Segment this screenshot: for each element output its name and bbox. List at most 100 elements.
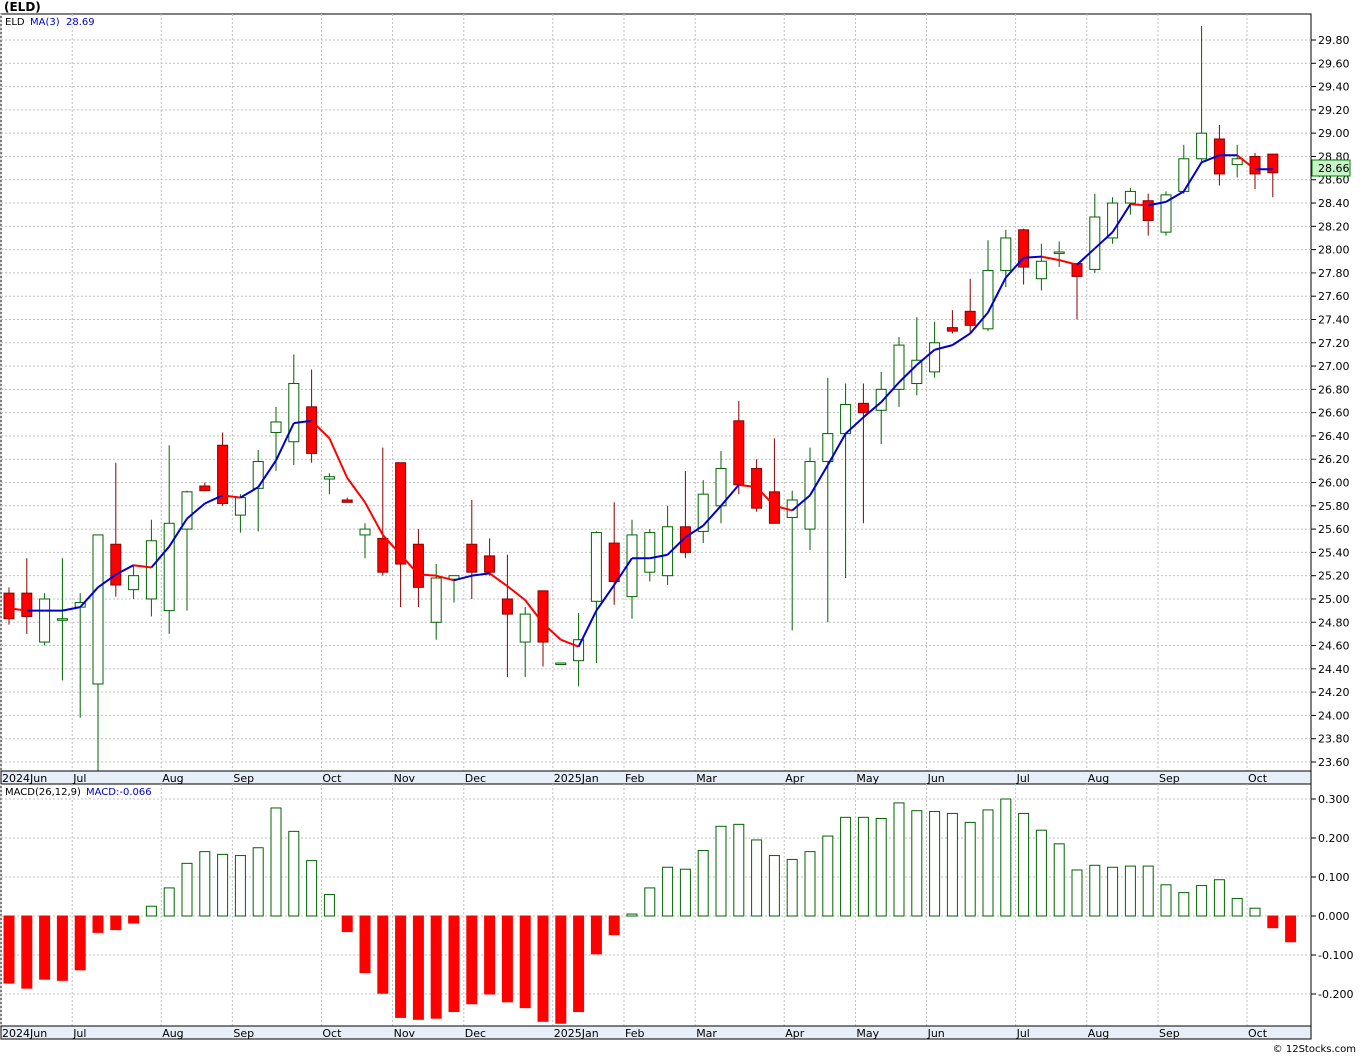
ma-segment (844, 416, 865, 435)
macd-x-axis-label: Aug (1088, 1027, 1109, 1040)
macd-legend: MACD(26,12,9) MACD:-0.066 (5, 787, 152, 798)
price-x-axis-label: May (856, 772, 879, 785)
ma-segment (328, 437, 349, 479)
price-x-axis-label: Aug (162, 772, 183, 785)
candle-body (1018, 229, 1030, 268)
ma-segment (133, 564, 152, 569)
macd-bar (395, 915, 407, 1018)
ma-segment (506, 585, 526, 601)
last-price-label: 28.66 (1318, 162, 1350, 175)
macd-bar (1107, 866, 1119, 917)
macd-bar (590, 915, 602, 955)
macd-y-tick-label: 0.200 (1318, 832, 1350, 845)
price-x-axis-label: 2025Jan (554, 772, 599, 785)
macd-y-tick-label: 0.100 (1318, 871, 1350, 884)
macd-bar (1053, 843, 1065, 917)
macd-x-axis-label: Jul (72, 1027, 86, 1040)
ma-segment (702, 505, 722, 527)
macd-bar (92, 915, 104, 933)
price-y-tick-label: 24.80 (1318, 616, 1350, 629)
macd-bar (1124, 865, 1136, 917)
macd-bar (644, 887, 656, 917)
price-x-axis-strip (0, 770, 1312, 785)
candle-body (822, 433, 834, 463)
price-x-axis-label: Feb (625, 772, 644, 785)
macd-x-axis-label: 2025Jan (554, 1027, 599, 1040)
candle-body (626, 534, 638, 598)
ma-segment (382, 534, 402, 556)
price-y-tick-label: 27.00 (1318, 360, 1350, 373)
ma-segment (222, 494, 241, 499)
price-y-tick-label: 29.60 (1318, 57, 1350, 70)
price-moving-average (8, 154, 1273, 648)
ma-segment (1058, 259, 1078, 266)
candle-body (306, 406, 318, 454)
ma-segment (168, 518, 188, 548)
macd-bar (377, 915, 389, 994)
ma-segment (1182, 161, 1203, 192)
macd-bar (341, 915, 353, 933)
candle-body (56, 618, 68, 621)
ma-segment (755, 486, 776, 507)
ma-segment (1094, 231, 1114, 250)
price-y-tick-label: 23.60 (1318, 756, 1350, 769)
candle-body (893, 344, 905, 390)
candle-body (1107, 202, 1119, 239)
ma-segment (809, 464, 829, 496)
macd-x-axis-label: Nov (394, 1027, 416, 1040)
ma-segment (471, 572, 490, 577)
macd-bar (519, 915, 531, 1009)
price-y-tick-label: 25.60 (1318, 523, 1350, 536)
candle-body (1000, 237, 1012, 272)
price-y-tick-label: 26.60 (1318, 407, 1350, 420)
candle-body (982, 270, 994, 330)
ma-segment (399, 554, 420, 576)
macd-bar (163, 887, 175, 917)
candle-body (608, 542, 620, 583)
price-y-tick-label: 29.00 (1318, 127, 1350, 140)
macd-bar (875, 818, 887, 917)
macd-bar (822, 835, 834, 917)
candle-body (590, 532, 602, 602)
macd-gridlines (0, 784, 1311, 1026)
macd-bar (893, 802, 905, 917)
macd-bar (128, 915, 140, 924)
candle-body (110, 543, 122, 586)
macd-x-axis-label: Sep (233, 1027, 254, 1040)
price-y-tick-label: 26.00 (1318, 477, 1350, 490)
ma-segment (186, 502, 206, 520)
price-x-axis-label: Sep (1159, 772, 1180, 785)
candle-body (1089, 216, 1101, 270)
macd-bar (733, 823, 745, 917)
price-y-axis: 23.60 23.80 24.00 24.20 24.40 24.60 24.80 25.00… (1311, 34, 1350, 769)
price-y-tick-label: 28.20 (1318, 220, 1350, 233)
price-x-axis-label: Dec (465, 772, 486, 785)
macd-bar (501, 915, 513, 1003)
ma-segment (987, 277, 1007, 313)
macd-x-axis-label: Aug (162, 1027, 183, 1040)
candle-body (1249, 155, 1261, 175)
candle-body (573, 639, 585, 662)
macd-bar (1213, 879, 1225, 917)
candle-body (217, 444, 229, 504)
macd-bar (1089, 864, 1101, 917)
candle-body (145, 540, 157, 600)
legend-ma-value: 28.69 (66, 17, 95, 28)
macd-bar (768, 855, 780, 917)
ma-segment (595, 584, 616, 612)
candle-body (1267, 153, 1279, 174)
macd-bar (110, 915, 122, 931)
macd-bar (751, 839, 763, 917)
ma-segment (826, 433, 847, 466)
candle-body (1035, 260, 1047, 280)
price-y-tick-label: 24.60 (1318, 640, 1350, 653)
macd-bar (982, 809, 994, 917)
price-x-axis-label: Jul (72, 772, 86, 785)
candle-body (662, 526, 674, 577)
macd-bar (911, 810, 923, 917)
candle-body (875, 388, 887, 411)
candle-body (92, 534, 104, 685)
macd-x-axis-label: Feb (625, 1027, 644, 1040)
ma-segment (880, 381, 900, 403)
